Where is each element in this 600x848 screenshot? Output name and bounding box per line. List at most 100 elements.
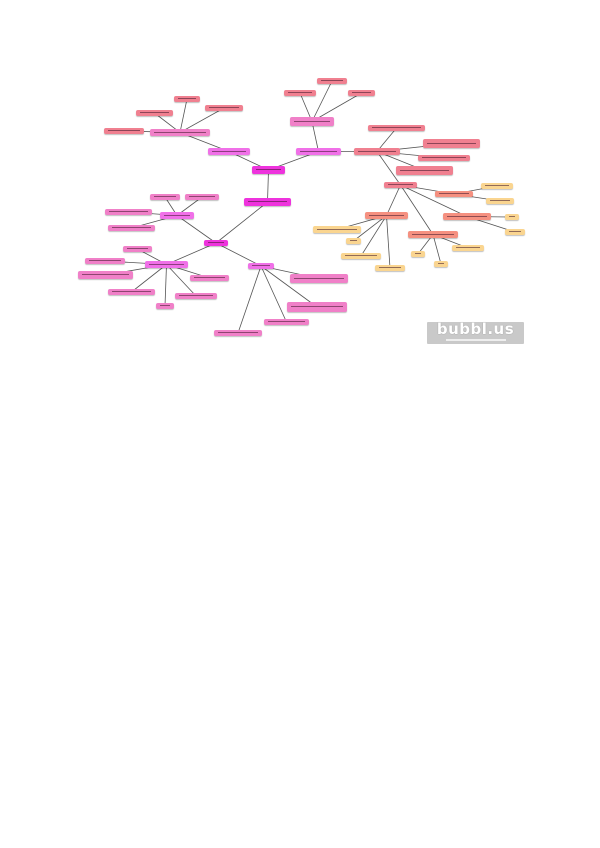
node-label	[400, 169, 449, 171]
bubbl-us-logo: bubbl.us	[427, 322, 524, 344]
connector-line	[400, 184, 468, 217]
node-label	[288, 92, 312, 93]
connector-line	[432, 234, 442, 265]
topic-node[interactable]	[208, 148, 250, 155]
topic-node[interactable]	[354, 148, 400, 155]
topic-node[interactable]	[252, 166, 285, 174]
topic-node[interactable]	[185, 194, 219, 200]
topic-node[interactable]	[434, 261, 448, 267]
node-label	[439, 193, 469, 194]
node-label	[291, 306, 343, 307]
node-label	[300, 150, 337, 152]
topic-node[interactable]	[248, 263, 274, 269]
logo-text: bubbl.us	[436, 320, 515, 338]
node-label	[209, 107, 239, 108]
topic-node[interactable]	[290, 274, 348, 283]
node-label	[82, 274, 129, 275]
node-label	[345, 255, 377, 256]
topic-node[interactable]	[204, 240, 228, 246]
node-label	[154, 131, 206, 133]
topic-node[interactable]	[408, 231, 458, 238]
connector-line	[260, 265, 287, 323]
connector-line	[311, 92, 362, 122]
topic-node[interactable]	[175, 293, 217, 299]
topic-node[interactable]	[481, 183, 513, 189]
node-label	[112, 291, 151, 292]
topic-node[interactable]	[264, 319, 309, 325]
connector-line	[311, 80, 333, 122]
node-label	[248, 201, 287, 202]
topic-node[interactable]	[423, 139, 480, 148]
node-label	[212, 150, 246, 152]
topic-node[interactable]	[365, 212, 408, 219]
topic-node[interactable]	[435, 191, 473, 197]
node-label	[456, 247, 480, 248]
topic-node[interactable]	[290, 117, 334, 126]
connector-line	[376, 127, 397, 152]
topic-node[interactable]	[384, 182, 417, 188]
topic-node[interactable]	[452, 245, 484, 251]
node-label	[369, 214, 404, 216]
node-label	[160, 305, 170, 306]
connector-line	[299, 92, 313, 122]
connector-line	[260, 265, 318, 308]
topic-node[interactable]	[505, 229, 525, 235]
node-label	[194, 277, 225, 278]
topic-node[interactable]	[296, 148, 341, 155]
topic-node[interactable]	[313, 226, 361, 233]
topic-node[interactable]	[287, 302, 347, 312]
topic-node[interactable]	[396, 166, 453, 175]
node-label	[256, 169, 281, 170]
logo-tagline	[445, 339, 506, 341]
node-label	[179, 295, 213, 296]
topic-node[interactable]	[486, 198, 514, 204]
topic-node[interactable]	[317, 78, 347, 84]
node-label	[89, 260, 121, 261]
node-label	[109, 211, 148, 212]
node-label	[388, 184, 413, 185]
node-label	[154, 196, 176, 197]
topic-node[interactable]	[123, 246, 152, 252]
node-label	[509, 231, 521, 232]
topic-node[interactable]	[150, 194, 180, 200]
topic-node[interactable]	[341, 253, 381, 259]
topic-node[interactable]	[108, 289, 155, 295]
topic-node[interactable]	[190, 275, 229, 281]
node-label	[321, 80, 343, 81]
topic-node[interactable]	[156, 303, 174, 309]
topic-node[interactable]	[150, 129, 210, 136]
topic-node[interactable]	[145, 261, 188, 268]
topic-node[interactable]	[85, 258, 125, 264]
topic-node[interactable]	[505, 214, 519, 220]
topic-node[interactable]	[375, 265, 405, 271]
topic-node[interactable]	[346, 238, 361, 244]
node-label	[412, 233, 454, 235]
central-topic-node[interactable]	[244, 198, 291, 206]
connector-line	[166, 242, 217, 265]
topic-node[interactable]	[284, 90, 316, 96]
topic-node[interactable]	[160, 212, 194, 219]
node-label	[352, 92, 371, 93]
node-label	[218, 332, 258, 333]
node-label	[178, 98, 196, 99]
topic-node[interactable]	[411, 251, 425, 257]
topic-node[interactable]	[443, 213, 491, 220]
topic-node[interactable]	[205, 105, 243, 111]
node-label	[415, 253, 421, 254]
node-label	[485, 185, 509, 186]
topic-node[interactable]	[78, 271, 133, 279]
node-label	[447, 215, 487, 217]
topic-node[interactable]	[136, 110, 173, 116]
topic-node[interactable]	[214, 330, 262, 336]
topic-node[interactable]	[174, 96, 200, 102]
connector-line	[376, 151, 401, 186]
topic-node[interactable]	[108, 225, 155, 231]
topic-node[interactable]	[368, 125, 425, 131]
topic-node[interactable]	[418, 155, 470, 161]
node-label	[108, 130, 140, 131]
topic-node[interactable]	[104, 128, 144, 134]
topic-node[interactable]	[105, 209, 152, 215]
node-label	[490, 200, 510, 201]
topic-node[interactable]	[348, 90, 375, 96]
